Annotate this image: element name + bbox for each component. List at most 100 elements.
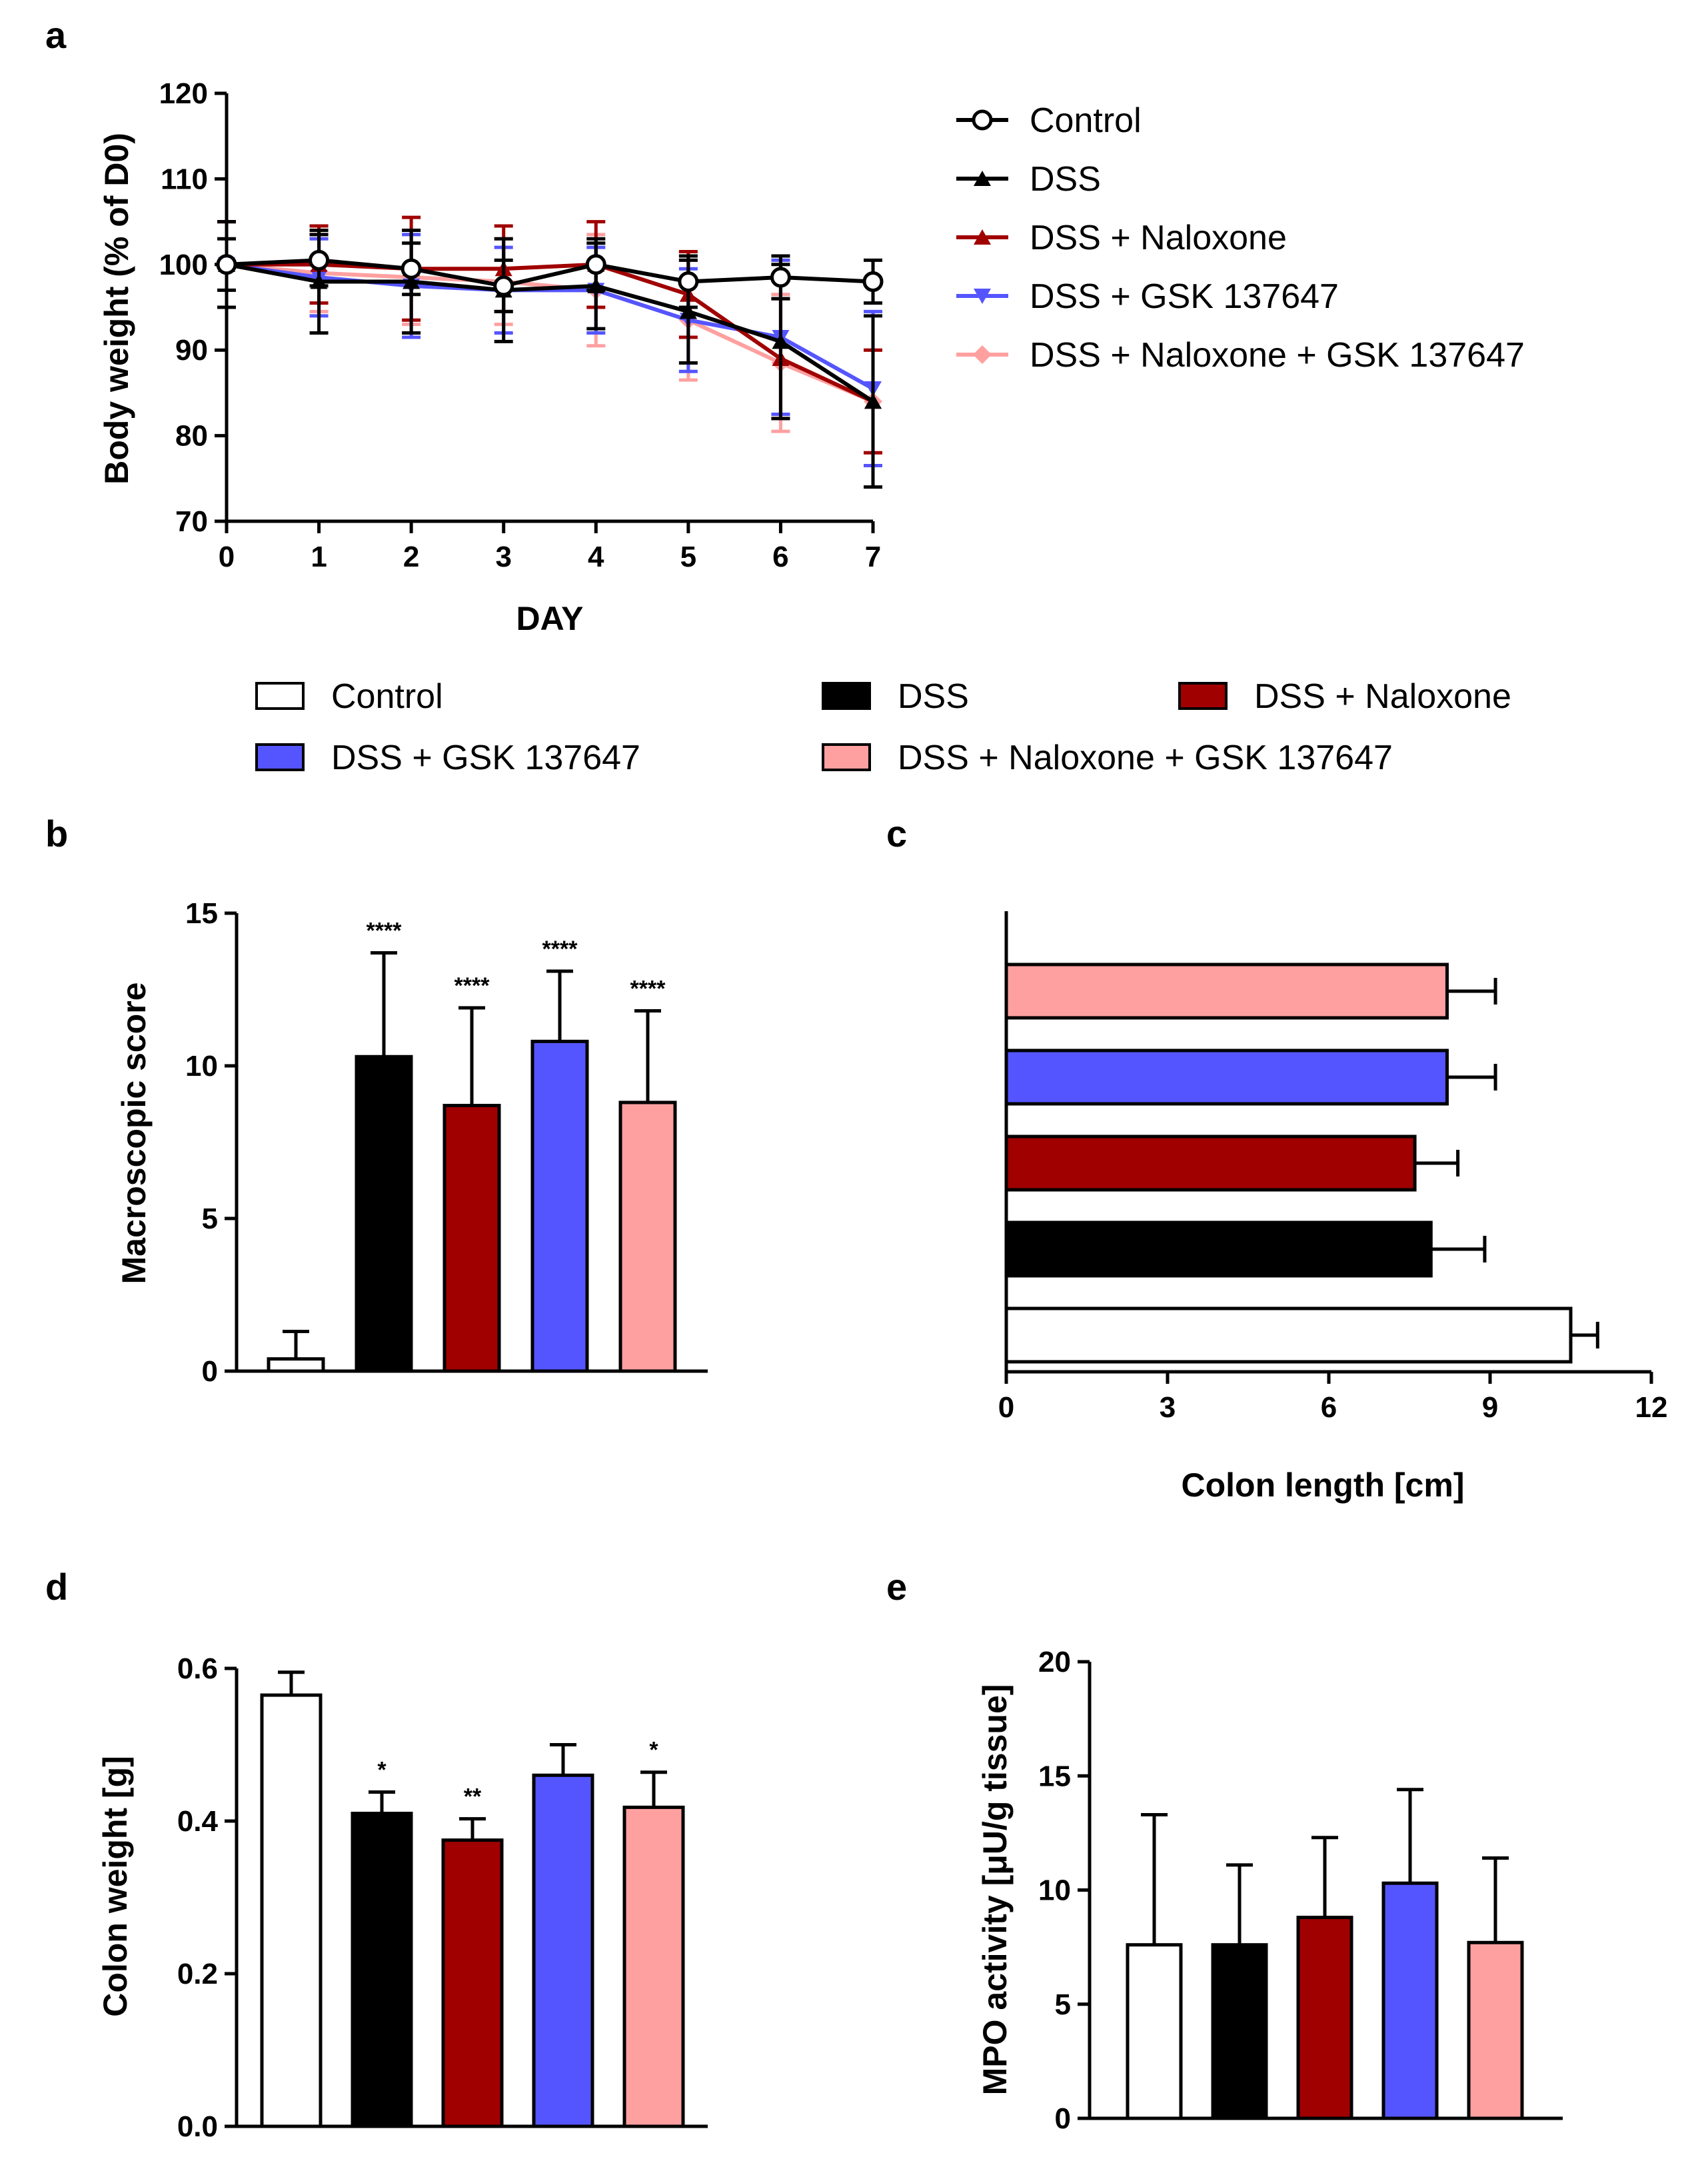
chart-b-significance-dss-naloxone-gsk-137647: **** <box>630 977 666 1002</box>
chart-a-series-control <box>216 233 884 313</box>
chart-a-line-dss-naloxone-gsk-137647 <box>226 262 874 404</box>
chart-d-significance-dss-naloxone-gsk-137647: * <box>649 1738 658 1763</box>
chart-a-legend-label-dss-naloxone-gsk-137647: DSS + Naloxone + GSK 137647 <box>1030 336 1525 375</box>
chart-e-ytick-label: 5 <box>1055 1988 1071 2021</box>
panel-label-e: e <box>886 1566 907 1608</box>
panel-label-b: b <box>45 813 68 855</box>
chart-c-xtick-label: 3 <box>1160 1391 1176 1424</box>
chart-d-ytick-label: 0.4 <box>177 1805 219 1838</box>
bar-legend-swatch-dss <box>822 682 871 710</box>
chart-c-xtick-label: 0 <box>998 1391 1014 1424</box>
bar-legend-swatch-control <box>255 682 305 710</box>
chart-d-significance-dss: * <box>377 1757 387 1782</box>
chart-a-ylabel: Body weight (% of D0) <box>98 133 135 485</box>
chart-a-legend-label-dss-gsk-137647: DSS + GSK 137647 <box>1030 277 1339 316</box>
chart-c-bar-dss-naloxone-gsk-137647 <box>1004 963 1449 1020</box>
chart-a-line-dss-naloxone <box>227 262 874 403</box>
chart-a-line-dss-gsk-137647 <box>226 262 874 391</box>
panel-label-c: c <box>886 813 907 855</box>
chart-c-colon-length: 0 3 6 9 12 <box>998 911 1668 1424</box>
chart-b-bar-dss-naloxone-gsk-137647 <box>618 1100 677 1373</box>
chart-a-point <box>401 258 422 279</box>
chart-d-bar-dss-gsk-137647 <box>532 1773 594 2128</box>
chart-b-significance-dss: **** <box>367 919 403 944</box>
bar-legend-swatch-dss-naloxone-gsk <box>822 743 871 771</box>
chart-d-ytick-label: 0.2 <box>177 1958 218 1990</box>
chart-a-ytick-label: 120 <box>159 77 208 110</box>
chart-a-body-weight: 70 80 90 100 110 120 0 1 2 3 4 5 6 7 Control DSS DSS + N… <box>159 77 1525 573</box>
chart-a-legend: Control DSS DSS + Naloxone DSS + GSK 137647… <box>956 101 1525 375</box>
chart-b-significance-dss-naloxone: **** <box>454 973 490 999</box>
chart-e-ytick-label: 0 <box>1055 2102 1071 2135</box>
chart-a-xtick-label: 0 <box>219 541 235 573</box>
chart-a-point <box>678 271 699 292</box>
chart-a-line-control <box>226 258 874 288</box>
chart-e-bar-dss-naloxone <box>1296 1916 1353 2120</box>
chart-a-legend-label-dss-naloxone: DSS + Naloxone <box>1030 219 1287 257</box>
bar-legend: Control DSS DSS + Naloxone DSS + GSK 137… <box>255 677 1511 777</box>
chart-d-bar-control <box>260 1693 323 2128</box>
chart-a-line-dss <box>226 262 874 403</box>
chart-b-ytick-label: 10 <box>185 1050 218 1082</box>
chart-e-bar-dss-naloxone-gsk-137647 <box>1467 1940 1524 2120</box>
chart-d-colon-weight: 0.00.20.40.6**** <box>177 1652 708 2143</box>
chart-b-ytick-label: 0 <box>202 1355 218 1388</box>
chart-a-legend-label-dss: DSS <box>1030 160 1101 199</box>
chart-a-xtick-label: 6 <box>772 541 788 573</box>
chart-c-xtick-label: 6 <box>1321 1391 1337 1424</box>
chart-a-xlabel: DAY <box>516 600 584 637</box>
chart-e-ytick-label: 15 <box>1038 1760 1071 1792</box>
chart-a-xtick-label: 5 <box>680 541 696 573</box>
chart-a-legend-marker-control <box>972 109 993 131</box>
bar-legend-label-dss-naloxone-gsk: DSS + Naloxone + GSK 137647 <box>898 739 1393 777</box>
chart-c-bar-dss <box>1004 1220 1433 1278</box>
chart-a-point <box>679 303 697 319</box>
chart-e-ylabel: MPO activity [μU/g tissue] <box>976 1684 1014 2096</box>
chart-a-xtick-label: 1 <box>311 541 327 573</box>
chart-d-ylabel: Colon weight [g] <box>97 1756 134 2017</box>
chart-c-bar-dss-gsk-137647 <box>1004 1049 1449 1106</box>
chart-a-point <box>493 275 514 297</box>
chart-a-point <box>585 254 606 275</box>
chart-d-significance-dss-naloxone: ** <box>464 1784 482 1810</box>
chart-b-ytick-label: 15 <box>185 897 218 930</box>
chart-e-bar-dss-gsk-137647 <box>1381 1881 1439 2120</box>
chart-b-ylabel: Macroscopic score <box>115 983 153 1284</box>
bar-legend-label-dss-gsk: DSS + GSK 137647 <box>331 739 640 777</box>
chart-a-ytick-label: 80 <box>175 420 208 453</box>
chart-b-bar-dss-gsk-137647 <box>530 1039 589 1373</box>
chart-c-xtick-label: 12 <box>1635 1391 1668 1424</box>
chart-a-legend-marker-dss-gsk-137647 <box>974 289 991 304</box>
chart-e-ytick-label: 10 <box>1038 1874 1071 1907</box>
chart-c-bar-dss-naloxone <box>1004 1134 1417 1192</box>
chart-b-bar-control <box>267 1357 325 1373</box>
chart-a-ytick-label: 70 <box>175 505 208 538</box>
panel-label-d: d <box>45 1566 68 1608</box>
chart-a-ytick-label: 90 <box>175 334 208 367</box>
chart-a-legend-marker-dss <box>974 171 991 186</box>
chart-c-bar-control <box>1004 1306 1573 1364</box>
chart-d-ytick-label: 0.6 <box>177 1652 218 1685</box>
chart-b-bar-dss <box>355 1055 413 1373</box>
chart-a-point <box>309 249 330 271</box>
chart-b-bar-dss-naloxone <box>442 1104 501 1373</box>
bar-legend-swatch-dss-naloxone <box>1178 682 1228 710</box>
chart-a-xtick-label: 4 <box>588 541 604 573</box>
bar-legend-label-dss: DSS <box>898 677 969 716</box>
chart-a-legend-marker-dss-naloxone-gsk-137647 <box>973 345 992 364</box>
chart-b-macroscopic-score: 0 5 10 15 **** **** **** **** <box>185 897 708 1388</box>
chart-d-bar-dss-naloxone <box>441 1838 504 2128</box>
chart-a-point <box>216 254 237 275</box>
chart-a-ytick-label: 110 <box>161 163 208 195</box>
chart-e-mpo-activity: 0 5 10 15 20 <box>1038 1646 1563 2135</box>
chart-a-point <box>772 333 790 349</box>
chart-a-xtick-label: 2 <box>403 541 419 573</box>
chart-a-point <box>864 393 882 409</box>
chart-a-xtick-label: 7 <box>865 541 881 573</box>
chart-b-significance-dss-gsk-137647: **** <box>542 937 578 962</box>
bar-legend-label-control: Control <box>331 677 443 716</box>
chart-e-bar-control <box>1126 1943 1183 2120</box>
chart-c-xtick-label: 9 <box>1482 1391 1498 1424</box>
chart-d-bar-dss-naloxone-gsk-137647 <box>622 1805 685 2128</box>
